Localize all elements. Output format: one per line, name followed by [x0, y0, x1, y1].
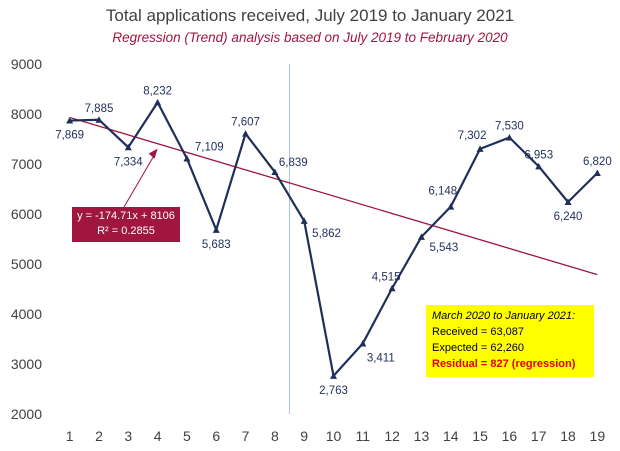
data-point-marker [95, 116, 103, 123]
x-tick-label: 5 [183, 428, 191, 444]
trendline-equation: y = -174.71x + 8106 [77, 210, 175, 222]
x-tick-label: 14 [443, 428, 459, 444]
chart-title: Total applications received, July 2019 t… [105, 6, 515, 25]
data-point-marker [271, 168, 279, 176]
data-point-marker [359, 339, 367, 347]
data-point-marker [183, 155, 191, 162]
x-tick-label: 12 [384, 428, 400, 444]
trendline-equation-box: y = -174.71x + 8106 R² = 0.2855 [72, 207, 180, 242]
x-tick-label: 9 [300, 428, 308, 444]
residual-note-box: March 2020 to January 2021: Received = 6… [426, 305, 594, 377]
x-tick-label: 8 [271, 428, 279, 444]
x-tick-label: 10 [326, 428, 342, 444]
x-tick-label: 11 [356, 428, 371, 444]
x-tick-label: 19 [590, 428, 606, 444]
x-tick-label: 18 [560, 428, 576, 444]
x-tick-label: 17 [531, 428, 547, 444]
data-label: 7,607 [231, 117, 260, 129]
x-tick-label: 3 [124, 428, 132, 444]
y-tick-label: 2000 [11, 406, 42, 422]
data-point-marker [593, 169, 601, 176]
data-label: 7,869 [55, 130, 84, 142]
equation-pointer-arrow [123, 154, 156, 208]
x-tick-label: 7 [242, 428, 250, 444]
trendline-r-squared: R² = 0.2855 [97, 225, 155, 237]
data-label: 6,820 [583, 156, 612, 168]
data-point-marker [564, 198, 572, 205]
note-expected: Expected = 62,260 [432, 342, 525, 354]
equation-pointer-arrowhead [148, 148, 158, 159]
data-point-marker [505, 134, 513, 141]
x-tick-label: 1 [66, 428, 74, 444]
data-point-marker [330, 372, 337, 379]
data-label: 7,334 [114, 156, 143, 168]
data-label: 3,411 [367, 352, 395, 364]
note-title: March 2020 to January 2021: [432, 310, 576, 322]
data-point-marker [212, 226, 220, 233]
data-label: 8,232 [143, 85, 172, 97]
data-label: 7,885 [85, 103, 114, 115]
note-residual: Residual = 827 (regression) [432, 358, 576, 370]
data-point-marker [447, 203, 455, 210]
y-tick-label: 7000 [11, 156, 42, 172]
y-tick-label: 3000 [11, 356, 42, 372]
note-received: Received = 63,087 [432, 326, 525, 338]
x-tick-label: 4 [154, 428, 162, 444]
data-label: 7,109 [195, 142, 224, 154]
trendline [69, 116, 598, 276]
y-tick-label: 8000 [11, 106, 42, 122]
y-tick-label: 6000 [11, 206, 42, 222]
y-tick-label: 9000 [11, 56, 42, 72]
x-tick-label: 13 [414, 428, 430, 444]
data-label: 5,862 [312, 228, 341, 240]
data-label: 7,530 [495, 121, 524, 133]
data-point-marker [388, 284, 396, 292]
data-point-marker [417, 233, 425, 240]
data-point-marker [300, 217, 308, 224]
data-label: 6,148 [428, 186, 457, 198]
data-point-marker [154, 98, 162, 106]
data-label: 5,683 [202, 239, 231, 251]
x-tick-label: 6 [212, 428, 220, 444]
data-point-marker [242, 130, 250, 137]
data-point-marker [476, 145, 484, 152]
data-label: 5,543 [429, 242, 458, 254]
y-tick-label: 4000 [11, 306, 42, 322]
data-label: 4,515 [372, 271, 401, 283]
y-tick-label: 5000 [11, 256, 42, 272]
x-tick-label: 2 [95, 428, 103, 444]
data-label: 6,240 [554, 211, 583, 223]
data-point-marker [124, 143, 132, 151]
chart-subtitle: Regression (Trend) analysis based on Jul… [112, 30, 508, 45]
data-label: 6,953 [524, 149, 553, 161]
x-tick-label: 15 [472, 428, 488, 444]
data-point-marker [535, 162, 543, 170]
data-point-marker [66, 117, 74, 124]
data-label: 2,763 [319, 385, 348, 397]
data-label: 6,839 [279, 157, 308, 169]
data-label: 7,302 [458, 130, 487, 142]
x-tick-label: 16 [502, 428, 518, 444]
